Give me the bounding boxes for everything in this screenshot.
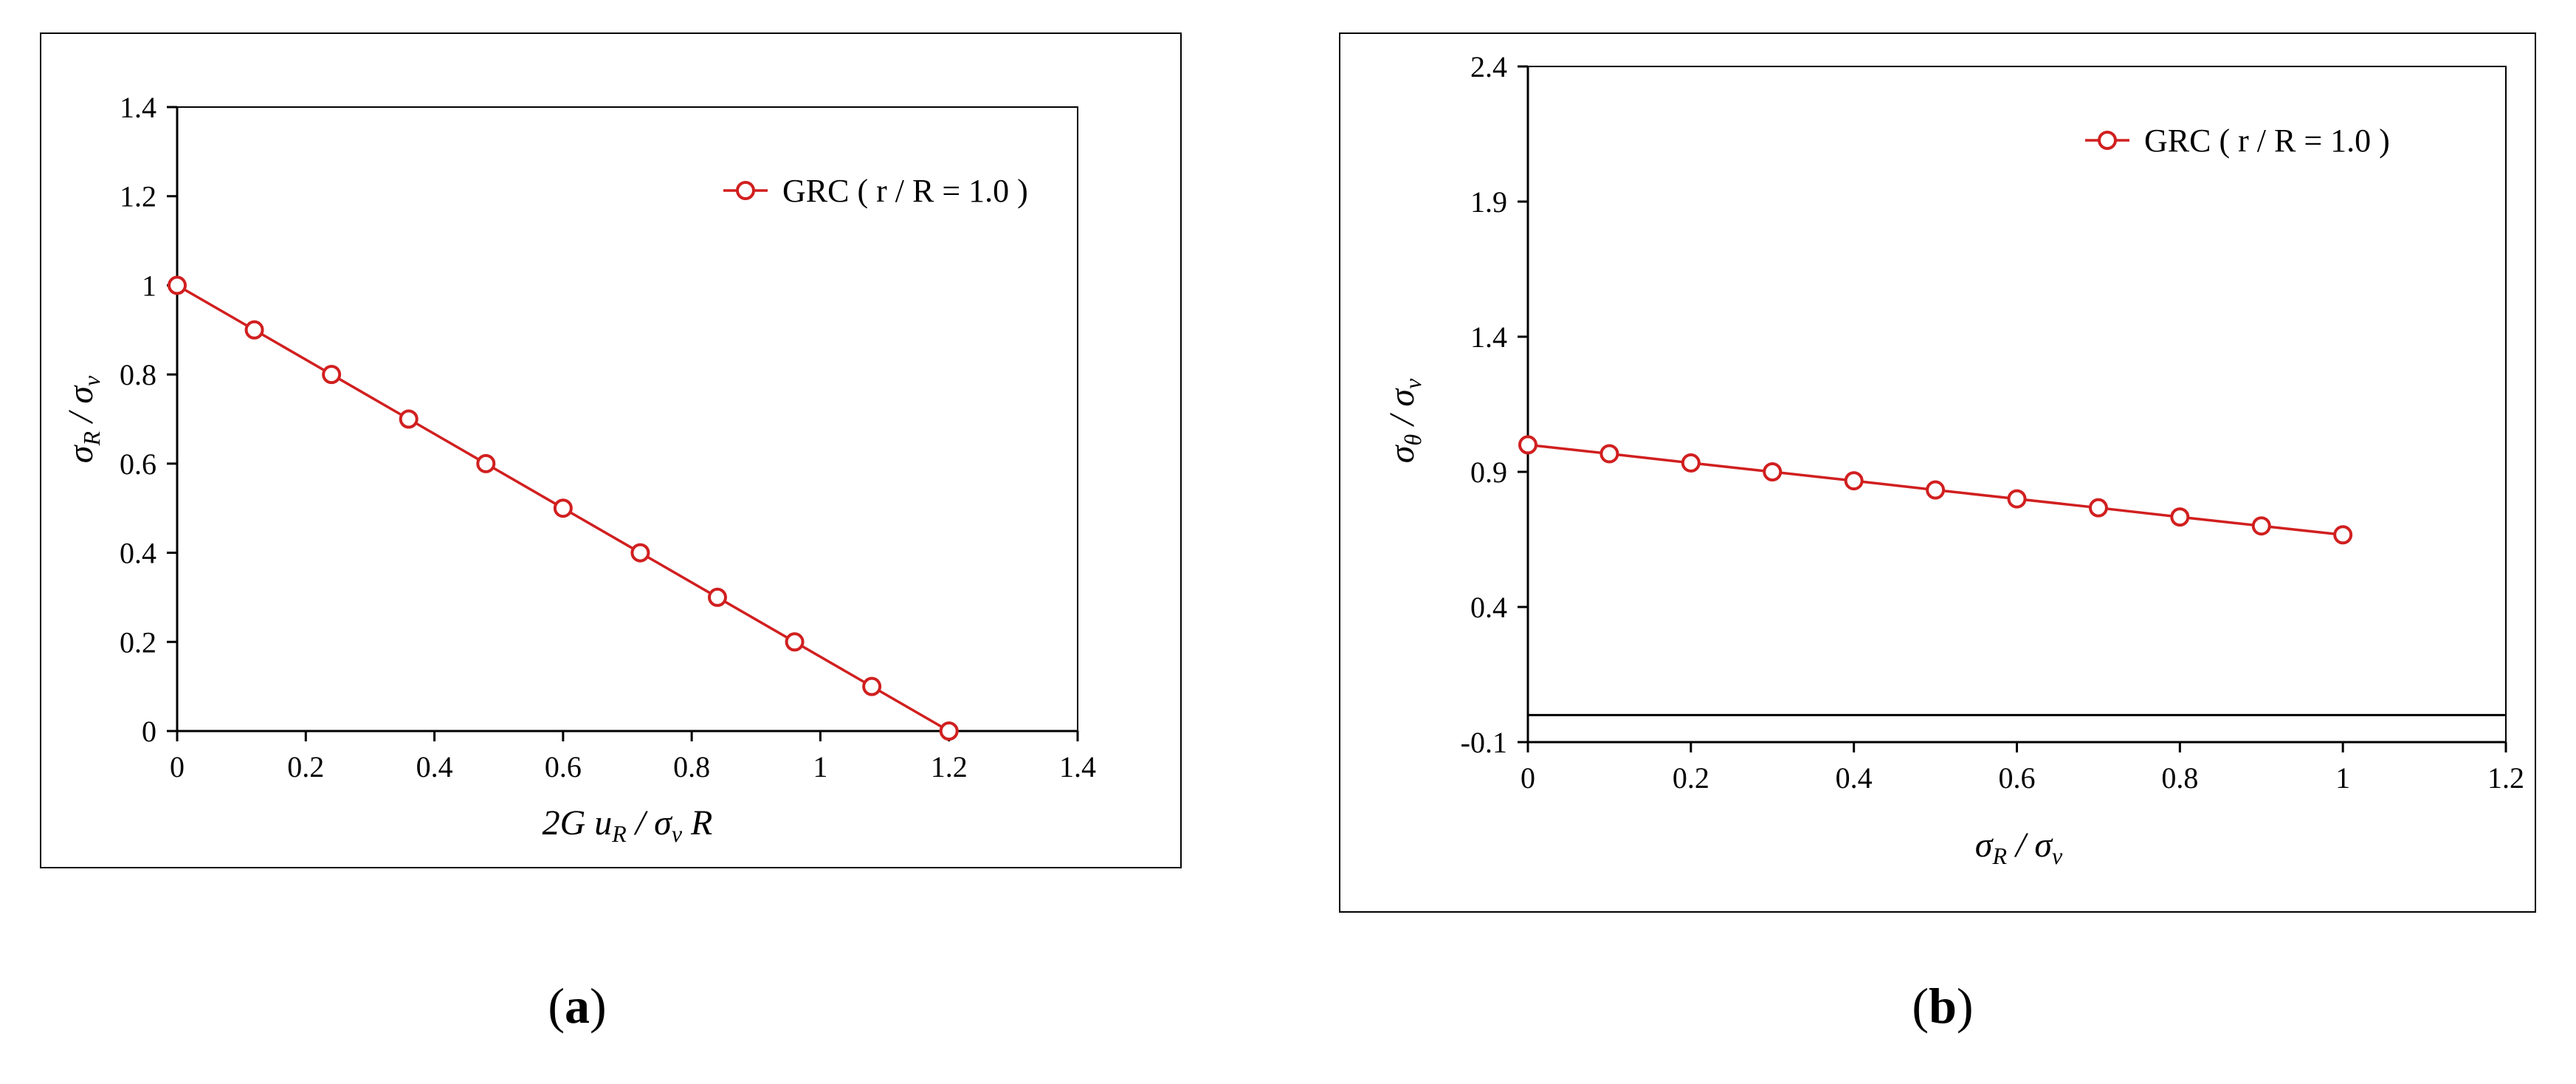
caption-b-letter: b <box>1929 978 1957 1034</box>
panel-b-data-point <box>2251 516 2271 536</box>
panel-b-y-tick-label: 2.4 <box>1470 50 1507 83</box>
panel-a-y-tick-label: 1.2 <box>120 180 156 213</box>
panel-a-data-point <box>244 320 264 340</box>
panel-a-y-tick-label: 1.4 <box>120 91 156 124</box>
panel-a-data-point <box>168 275 187 295</box>
panel-b-legend: GRC ( r / R = 1.0 ) <box>2085 123 2390 159</box>
chart-panel-b: 0 0.2 0.4 0.6 0.8 1 1.2 -0.1 0.4 0.9 1.4 1.9 2.4 σR … <box>1339 32 2536 913</box>
panel-a-y-tick-label: 1 <box>142 269 156 302</box>
panel-b-data-point <box>1926 480 1946 500</box>
panel-b-plot-area <box>1527 66 2507 743</box>
panel-a-legend-marker <box>736 181 755 200</box>
panel-a-x-tick-label: 0.2 <box>287 750 324 783</box>
caption-a: (a) <box>548 978 606 1034</box>
panel-b-x-tick-label: 0.2 <box>1673 761 1709 795</box>
panel-b-ticks: 0 0.2 0.4 0.6 0.8 1 1.2 -0.1 0.4 0.9 1.4 1.9 2.4 <box>1461 50 2524 795</box>
panel-a-legend: GRC ( r / R = 1.0 ) <box>723 173 1028 209</box>
caption-b: (b) <box>1912 978 1973 1034</box>
panel-b-y-tick-label: 1.9 <box>1470 185 1507 219</box>
panel-a-series <box>168 275 959 741</box>
panel-a-data-point <box>708 587 727 607</box>
panel-b-data-point <box>1763 462 1783 481</box>
panel-a-data-point <box>862 676 882 696</box>
chart-panel-a: 0 0.2 0.4 0.6 0.8 1 1.2 1.4 0 0.2 0.4 0.6 0.8 1 1.2 1.4… <box>40 32 1182 868</box>
panel-a-y-tick-label: 0 <box>142 715 156 748</box>
panel-b-x-tick-label: 0.6 <box>1999 761 2036 795</box>
panel-b-series <box>1518 435 2353 545</box>
panel-a-data-point <box>322 365 342 385</box>
panel-a-y-tick-label: 0.2 <box>120 625 156 659</box>
panel-b-x-tick-label: 1 <box>2335 761 2350 795</box>
panel-a-x-tick-label: 0.4 <box>416 750 453 783</box>
panel-b-data-point <box>2333 525 2353 545</box>
panel-b-x-tick-label: 0.4 <box>1836 761 1873 795</box>
panel-a-data-point <box>785 632 805 652</box>
panel-b-legend-marker <box>2098 131 2117 150</box>
panel-a-y-tick-label: 0.4 <box>120 537 156 570</box>
panel-a-legend-label: GRC ( r / R = 1.0 ) <box>782 173 1028 209</box>
panel-a-x-tick-label: 0.8 <box>673 750 710 783</box>
panel-a-x-tick-label: 0.6 <box>545 750 582 783</box>
panel-a-ticks: 0 0.2 0.4 0.6 0.8 1 1.2 1.4 0 0.2 0.4 0.6 0.8 1 1.2 1.4 <box>120 91 1096 783</box>
panel-b-data-point <box>2088 498 2108 518</box>
panel-a-y-tick-label: 0.8 <box>120 358 156 391</box>
panel-a-data-point <box>553 498 573 518</box>
panel-b-x-tick-label: 0 <box>1521 761 1535 795</box>
panel-b-data-point <box>2170 507 2190 527</box>
panel-b-data-point <box>1599 444 1619 464</box>
panel-b-y-axis-label: σθ / σv <box>1382 378 1426 463</box>
caption-a-letter: a <box>565 978 590 1034</box>
panel-b-x-tick-label: 0.8 <box>2161 761 2198 795</box>
panel-a-x-tick-label: 1.2 <box>931 750 968 783</box>
panel-b-data-point <box>1518 435 1537 455</box>
panel-a-y-tick-label: 0.6 <box>120 447 156 481</box>
panel-b-y-tick-label: 0.4 <box>1470 591 1507 624</box>
panel-b-y-tick-label: -0.1 <box>1461 726 1507 759</box>
panel-a-data-point <box>399 409 419 429</box>
panel-b-y-tick-label: 1.4 <box>1470 320 1507 354</box>
panel-b-data-point <box>1681 453 1701 473</box>
panel-a-data-point <box>476 453 496 473</box>
panel-b-x-tick-label: 1.2 <box>2487 761 2524 795</box>
panel-b-data-point <box>2007 489 2027 509</box>
panel-a-x-tick-label: 1 <box>813 750 827 783</box>
panel-a-data-point <box>939 721 959 741</box>
panel-a-x-axis-label: 2G uR / σv R <box>543 803 713 847</box>
panel-a-data-point <box>630 543 650 563</box>
panel-b-y-tick-label: 0.9 <box>1470 456 1507 489</box>
panel-a-y-axis-label: σR / σv <box>61 375 105 463</box>
panel-a-frame <box>40 32 1182 868</box>
panel-b-legend-label: GRC ( r / R = 1.0 ) <box>2144 123 2390 159</box>
panel-b-frame <box>1339 32 2536 913</box>
panel-a-x-tick-label: 0 <box>170 750 185 783</box>
panel-b-data-point <box>1844 471 1864 491</box>
panel-b-x-axis-label: σR / σv <box>1975 826 2063 869</box>
panel-a-x-tick-label: 1.4 <box>1059 750 1096 783</box>
